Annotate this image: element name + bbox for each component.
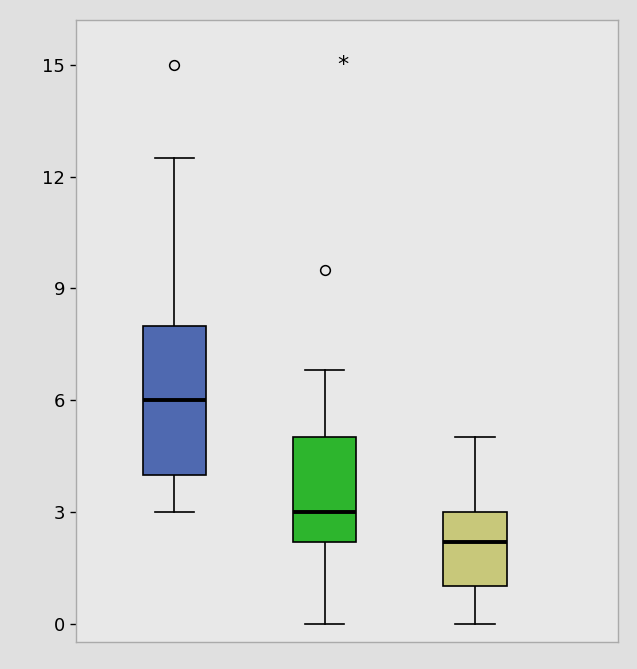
Bar <box>443 512 506 586</box>
Text: *: * <box>337 55 348 75</box>
Bar <box>143 326 206 474</box>
Bar <box>293 438 356 542</box>
